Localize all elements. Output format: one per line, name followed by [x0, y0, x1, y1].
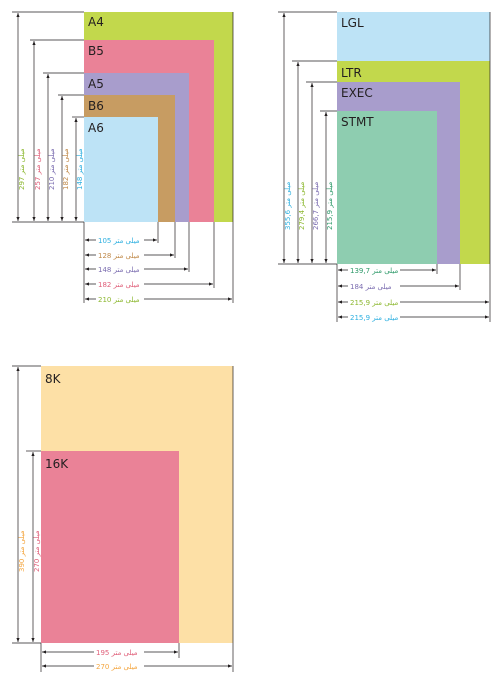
a6-height-label: 148 میلی متر: [76, 148, 84, 190]
stmt-rect: [337, 111, 437, 264]
ltr-width-label: 215,9 میلی متر: [350, 299, 398, 307]
lgl-width-label: 215,9 میلی متر: [350, 314, 398, 322]
stmt-label: STMT: [341, 115, 374, 129]
k8-width-label: 270 میلی متر: [96, 663, 138, 671]
b6-width-label: 128 میلی متر: [98, 252, 140, 260]
k8-label: 8K: [45, 372, 62, 386]
b6-height-label: 182 میلی متر: [62, 148, 70, 190]
a4-height-label: 297 میلی متر: [18, 148, 26, 190]
a5-label: A5: [88, 77, 104, 91]
us-paper-group: LGL LTR EXEC STMT 355,6 میلی متر 279,4 م…: [278, 11, 491, 322]
exec-height-label: 266,7 میلی متر: [312, 182, 320, 230]
lgl-height-label: 355,6 میلی متر: [284, 182, 292, 230]
a6-width-label: 105 میلی متر: [98, 237, 140, 245]
k16-rect: [41, 451, 179, 643]
ltr-label: LTR: [341, 66, 362, 80]
a6-rect: [84, 117, 158, 222]
a6-label: A6: [88, 121, 104, 135]
stmt-height-label: 215,9 میلی متر: [326, 182, 334, 230]
b6-label: B6: [88, 99, 104, 113]
lgl-label: LGL: [341, 16, 364, 30]
stmt-width-label: 139,7 میلی متر: [350, 267, 398, 275]
exec-label: EXEC: [341, 86, 373, 100]
b5-height-label: 257 میلی متر: [34, 148, 42, 190]
ltr-height-label: 279,4 میلی متر: [298, 182, 306, 230]
k-paper-group: 8K 16K 390 میلی متر 270 میلی متر 195 میل…: [12, 365, 234, 672]
iso-paper-group: A4 B5 A5 B6 A6 297 میلی متر 257 میلی متر…: [12, 11, 234, 304]
a5-height-label: 210 میلی متر: [48, 148, 56, 190]
k16-label: 16K: [45, 457, 69, 471]
a4-width-label: 210 میلی متر: [98, 296, 140, 304]
b5-label: B5: [88, 44, 104, 58]
k16-height-label: 270 میلی متر: [33, 530, 41, 572]
k16-width-label: 195 میلی متر: [96, 649, 138, 657]
b5-width-label: 182 میلی متر: [98, 281, 140, 289]
exec-width-label: 184 میلی متر: [350, 283, 392, 291]
a4-label: A4: [88, 15, 104, 29]
a5-width-label: 148 میلی متر: [98, 266, 140, 274]
k8-height-label: 390 میلی متر: [18, 530, 26, 572]
